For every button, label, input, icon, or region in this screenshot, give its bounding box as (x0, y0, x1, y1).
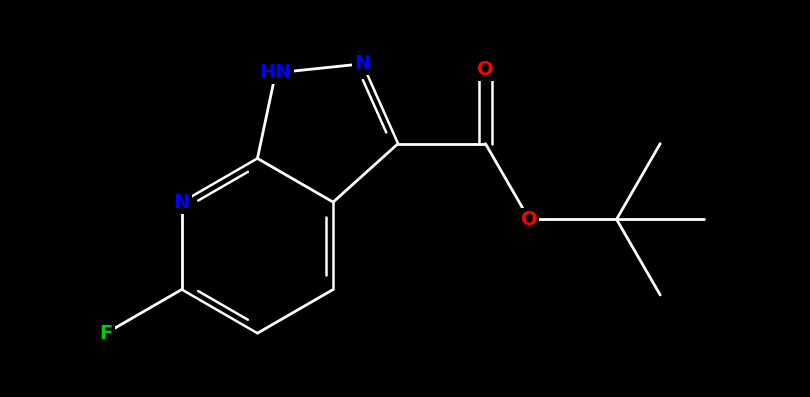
Text: N: N (173, 193, 190, 212)
Text: O: O (521, 210, 538, 229)
Text: O: O (477, 60, 494, 79)
Text: F: F (100, 324, 113, 343)
Text: N: N (355, 54, 371, 73)
Text: HN: HN (259, 64, 292, 83)
